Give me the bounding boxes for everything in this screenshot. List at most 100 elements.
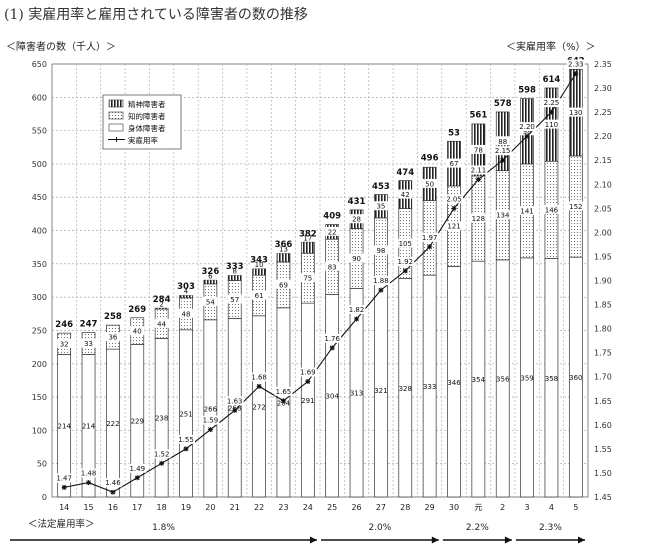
label-bg <box>274 386 293 396</box>
rate-point <box>183 446 189 452</box>
label-bg <box>154 298 169 308</box>
right-tick-label: 2.00 <box>594 228 612 237</box>
label-bg <box>420 232 439 242</box>
physical-value-label: 284 <box>277 399 291 407</box>
bar-segment <box>300 241 315 254</box>
x-tick-label: 18 <box>157 503 167 512</box>
right-tick-label: 1.70 <box>594 373 612 382</box>
rate-value-label: 1.82 <box>349 306 365 314</box>
rate-point <box>61 484 67 490</box>
total-value-label: 269 <box>128 305 146 315</box>
label-bg <box>154 318 169 328</box>
x-tick-label: 5 <box>573 503 578 512</box>
x-tick-label: 29 <box>425 503 435 512</box>
mental-value-label: 17 <box>303 234 312 242</box>
physical-value-label: 333 <box>423 383 436 391</box>
intellectual-value-label: 121 <box>447 223 460 231</box>
label-bg <box>201 415 220 425</box>
intellectual-value-label: 69 <box>279 281 288 289</box>
label-bg <box>55 473 74 483</box>
rate-point <box>280 398 286 404</box>
physical-value-label: 214 <box>82 423 96 431</box>
intellectual-value-label: 57 <box>230 296 239 304</box>
intellectual-value-label: 90 <box>352 255 361 263</box>
intellectual-value-label: 134 <box>496 212 510 220</box>
legal-rate-period-label: 2.2% <box>466 523 489 533</box>
label-bg <box>566 59 585 69</box>
physical-value-label: 266 <box>204 405 218 413</box>
x-tick-label: 21 <box>230 503 240 512</box>
right-tick-label: 1.55 <box>594 445 612 454</box>
total-value-label: 333 <box>226 262 244 272</box>
right-tick-label: 1.60 <box>594 421 612 430</box>
rate-point <box>475 176 481 182</box>
physical-value-label: 251 <box>179 410 192 418</box>
left-tick-label: 300 <box>32 293 47 302</box>
right-tick-label: 2.20 <box>594 132 612 141</box>
bar-segment <box>276 252 291 263</box>
total-value-label: 578 <box>494 99 512 109</box>
total-value-label: 598 <box>518 86 536 96</box>
rate-point <box>329 345 335 351</box>
intellectual-value-label: 61 <box>255 292 264 300</box>
physical-value-label: 304 <box>325 393 339 401</box>
left-tick-label: 200 <box>32 360 47 369</box>
physical-value-label: 328 <box>399 385 412 393</box>
rate-point <box>402 268 408 274</box>
label-bg <box>445 194 463 204</box>
label-bg <box>325 261 340 271</box>
mental-value-label: 13 <box>279 246 288 254</box>
rate-value-label: 1.48 <box>81 470 97 478</box>
label-bg <box>347 304 366 314</box>
x-tick-label: 15 <box>83 503 93 512</box>
total-value-label: 474 <box>396 168 414 178</box>
rate-value-label: 2.15 <box>495 147 511 155</box>
label-bg <box>542 98 561 108</box>
legend-label: 精神障害者 <box>128 99 166 109</box>
x-tick-label: 30 <box>449 503 459 512</box>
intellectual-value-label: 98 <box>376 247 385 255</box>
label-bg <box>81 338 96 348</box>
label-bg <box>371 276 390 286</box>
physical-value-label: 229 <box>131 418 144 426</box>
label-bg <box>422 178 437 188</box>
left-tick-label: 500 <box>32 160 47 169</box>
physical-value-label: 291 <box>301 397 314 405</box>
arrow-head-icon <box>504 536 512 544</box>
mental-value-label: 35 <box>376 203 385 211</box>
label-bg <box>179 308 193 318</box>
rate-value-label: 1.46 <box>105 479 121 487</box>
rate-point <box>573 71 579 77</box>
rate-value-label: 2.11 <box>471 166 487 174</box>
intellectual-value-label: 152 <box>569 203 582 211</box>
label-bg <box>225 396 244 406</box>
intellectual-value-label: 141 <box>520 207 533 215</box>
rate-point <box>256 383 262 389</box>
legend-swatch <box>108 99 124 108</box>
total-value-label: 258 <box>104 312 122 322</box>
x-tick-label: 2 <box>500 503 505 512</box>
legal-rate-title: ＜法定雇用率＞ <box>28 518 95 530</box>
physical-value-label: 354 <box>472 376 486 384</box>
label-bg <box>79 468 98 478</box>
legend-label: 実雇用率 <box>128 135 158 145</box>
rate-value-label: 2.33 <box>568 61 584 69</box>
legend-swatch <box>108 111 124 120</box>
label-bg <box>57 338 72 348</box>
physical-value-label: 359 <box>520 374 533 382</box>
intellectual-value-label: 105 <box>399 240 412 248</box>
label-bg <box>493 146 512 156</box>
x-tick-label: 23 <box>278 503 288 512</box>
label-bg <box>130 326 145 336</box>
label-bg <box>103 478 122 488</box>
rate-value-label: 1.68 <box>251 373 267 381</box>
label-bg <box>349 214 364 224</box>
mental-value-label: 110 <box>545 121 558 129</box>
label-bg <box>252 259 267 269</box>
x-tick-label: 22 <box>254 503 264 512</box>
label-bg <box>398 189 413 199</box>
label-bg <box>568 201 583 211</box>
x-tick-label: 17 <box>132 503 142 512</box>
rate-point <box>134 475 140 481</box>
